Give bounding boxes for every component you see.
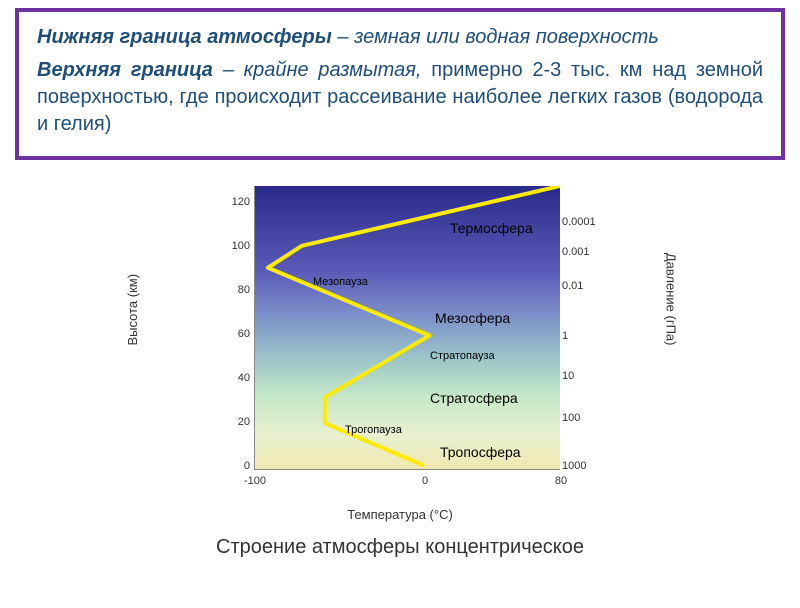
layer-label: Мезопауза <box>313 276 368 288</box>
x-tick: -100 <box>244 475 266 487</box>
info-box: Нижняя граница атмосферы – земная или во… <box>15 8 785 160</box>
atmosphere-chart: Высота (км) Давление (гПа) Температура (… <box>180 178 620 498</box>
y-tick: 40 <box>226 372 250 384</box>
y-tick-right: 0.001 <box>562 246 608 258</box>
term-lower: Нижняя граница атмосферы <box>37 26 332 48</box>
layer-label: Мезосфера <box>435 310 510 326</box>
info-p2: Верхняя граница – крайне размытая, приме… <box>37 57 763 138</box>
y-tick: 120 <box>226 196 250 208</box>
layer-label: Трогопауза <box>345 424 402 436</box>
info-p1: Нижняя граница атмосферы – земная или во… <box>37 24 763 51</box>
caption: Строение атмосферы концентрическое <box>0 536 800 559</box>
y-axis-label-right: Давление (гПа) <box>664 253 679 346</box>
y-axis-label: Высота (км) <box>125 274 140 346</box>
y-tick: 0 <box>226 460 250 472</box>
p2-ital: – крайне размытая, <box>213 59 422 81</box>
y-tick-right: 10 <box>562 370 608 382</box>
y-tick-right: 1000 <box>562 460 608 472</box>
y-tick-right: 0.01 <box>562 280 608 292</box>
layer-label: Стратосфера <box>430 390 518 406</box>
term-upper: Верхняя граница <box>37 59 213 81</box>
layer-label: Термосфера <box>450 220 533 236</box>
plot-area: Термосфера Мезопауза Мезосфера Стратопауза С… <box>254 186 560 470</box>
layer-label: Тропосфера <box>440 444 521 460</box>
y-tick-right: 0.0001 <box>562 216 608 228</box>
y-tick: 20 <box>226 416 250 428</box>
y-tick-right: 100 <box>562 412 608 424</box>
x-tick: 80 <box>555 475 567 487</box>
y-tick: 100 <box>226 240 250 252</box>
x-tick: 0 <box>422 475 428 487</box>
y-tick: 60 <box>226 328 250 340</box>
p1-ital: – земная или водная поверхность <box>332 26 659 48</box>
layer-label: Стратопауза <box>430 350 495 362</box>
y-tick-right: 1 <box>562 330 608 342</box>
y-tick: 80 <box>226 284 250 296</box>
x-axis-label: Температура (°C) <box>347 507 453 522</box>
